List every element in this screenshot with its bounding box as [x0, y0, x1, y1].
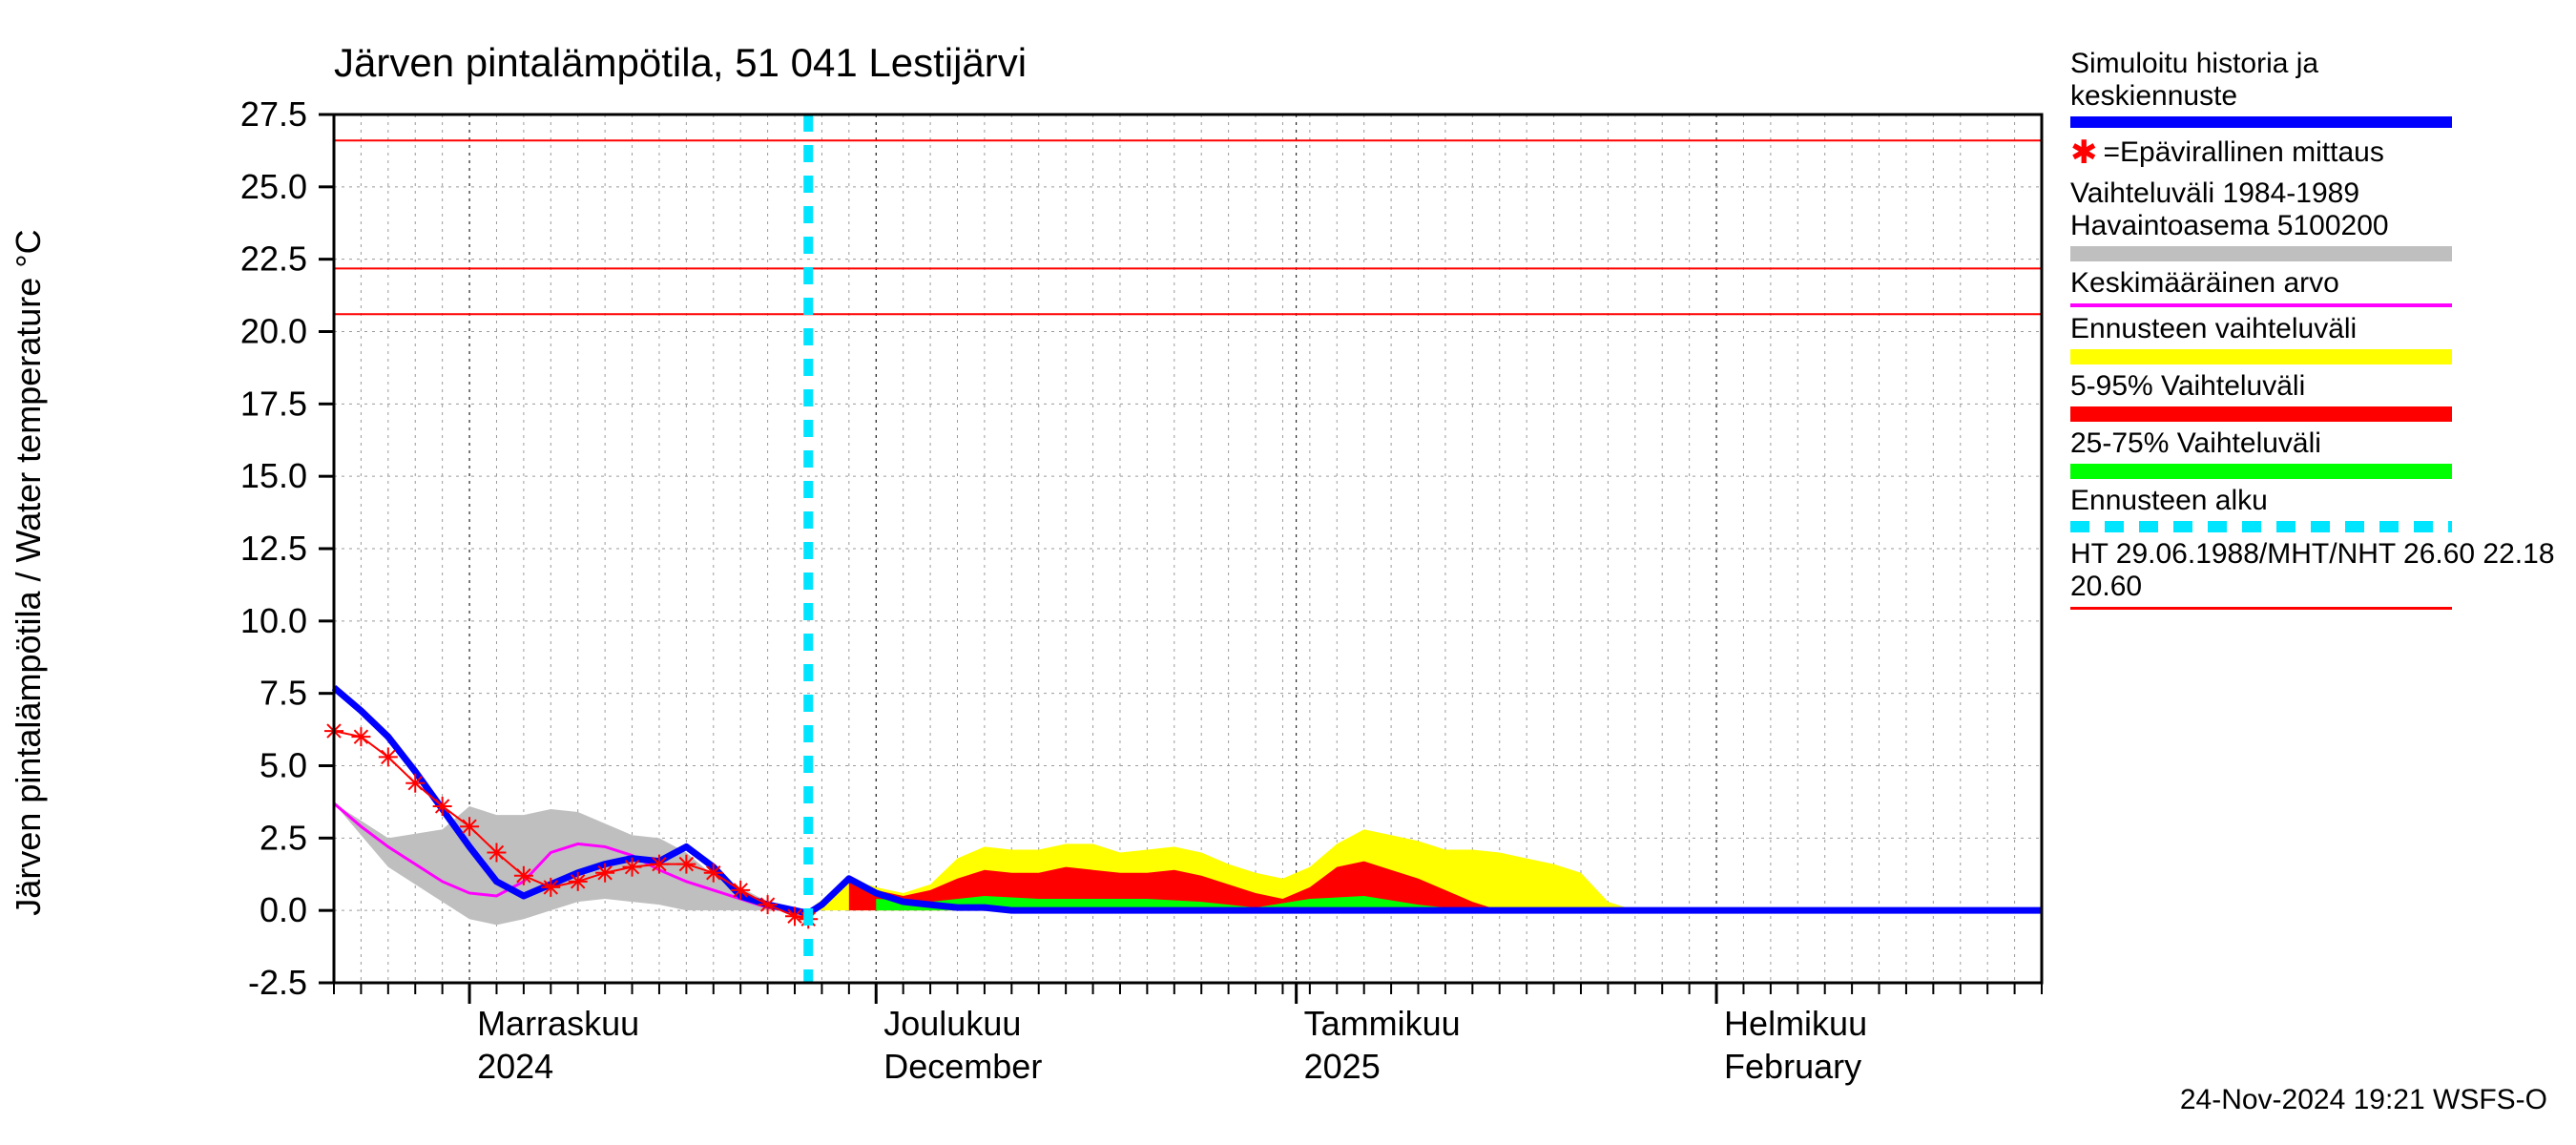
svg-text:Helmikuu: Helmikuu [1724, 1004, 1867, 1043]
legend-item: HT 29.06.1988/MHT/NHT 26.60 22.18 20.60 [2070, 538, 2557, 610]
legend-item: Vaihteluväli 1984-1989 Havaintoasema 510… [2070, 177, 2557, 261]
legend-item: Keskimääräinen arvo [2070, 267, 2557, 307]
svg-text:December: December [883, 1047, 1042, 1086]
svg-text:Joulukuu: Joulukuu [883, 1004, 1021, 1043]
legend-swatch [2070, 116, 2452, 128]
legend-item: ✱=Epävirallinen mittaus [2070, 134, 2557, 172]
legend-swatch [2070, 607, 2452, 610]
chart-container: Järven pintalämpötila / Water temperatur… [0, 0, 2576, 1145]
svg-text:20.0: 20.0 [240, 312, 307, 351]
svg-text:February: February [1724, 1047, 1861, 1086]
legend-swatch [2070, 246, 2452, 261]
legend-swatch [2070, 521, 2452, 532]
svg-text:Marraskuu: Marraskuu [477, 1004, 639, 1043]
legend-label: =Epävirallinen mittaus [2104, 136, 2384, 169]
legend-item: 25-75% Vaihteluväli [2070, 427, 2557, 479]
legend-swatch [2070, 303, 2452, 307]
svg-text:Järven pintalämpötila, 51 041: Järven pintalämpötila, 51 041 Lestijärvi [334, 40, 1027, 85]
svg-text:22.5: 22.5 [240, 239, 307, 279]
svg-text:25.0: 25.0 [240, 167, 307, 206]
legend-item: 5-95% Vaihteluväli [2070, 370, 2557, 422]
legend-item: Ennusteen vaihteluväli [2070, 313, 2557, 364]
svg-text:2.5: 2.5 [260, 818, 307, 857]
svg-text:2024: 2024 [477, 1047, 553, 1086]
legend-swatch [2070, 464, 2452, 479]
legend-label: 25-75% Vaihteluväli [2070, 427, 2557, 460]
svg-text:7.5: 7.5 [260, 674, 307, 713]
y-axis-label: Järven pintalämpötila / Water temperatur… [9, 229, 49, 915]
svg-text:10.0: 10.0 [240, 601, 307, 640]
svg-text:17.5: 17.5 [240, 384, 307, 423]
svg-text:15.0: 15.0 [240, 456, 307, 495]
legend-label: Ennusteen vaihteluväli [2070, 313, 2557, 345]
svg-text:12.5: 12.5 [240, 529, 307, 568]
legend-item: Simuloitu historia ja keskiennuste [2070, 48, 2557, 128]
svg-text:5.0: 5.0 [260, 746, 307, 785]
asterisk-icon: ✱ [2070, 134, 2098, 172]
svg-text:0.0: 0.0 [260, 890, 307, 929]
legend-label: Simuloitu historia ja keskiennuste [2070, 48, 2557, 113]
svg-text:2025: 2025 [1304, 1047, 1381, 1086]
legend-swatch [2070, 349, 2452, 364]
legend-label: HT 29.06.1988/MHT/NHT 26.60 22.18 20.60 [2070, 538, 2557, 603]
legend-swatch [2070, 406, 2452, 422]
legend-label: 5-95% Vaihteluväli [2070, 370, 2557, 403]
footer-timestamp: 24-Nov-2024 19:21 WSFS-O [2180, 1084, 2547, 1116]
legend: Simuloitu historia ja keskiennuste ✱=Epäv… [2070, 48, 2557, 615]
legend-label: Keskimääräinen arvo [2070, 267, 2557, 300]
svg-text:Tammikuu: Tammikuu [1304, 1004, 1461, 1043]
legend-label: Vaihteluväli 1984-1989 Havaintoasema 510… [2070, 177, 2557, 242]
legend-item: Ennusteen alku [2070, 485, 2557, 532]
svg-text:-2.5: -2.5 [248, 963, 307, 1002]
legend-label: Ennusteen alku [2070, 485, 2557, 517]
svg-text:27.5: 27.5 [240, 94, 307, 134]
